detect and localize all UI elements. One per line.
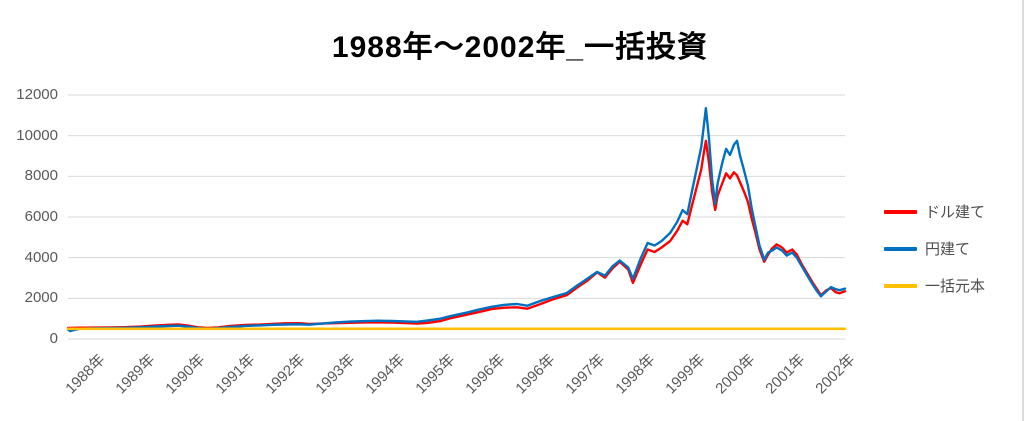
legend-item-1: 円建て — [884, 230, 985, 267]
chart-title: 1988年〜2002年_一括投資 — [331, 31, 709, 64]
legend-label: ドル建て — [925, 204, 986, 221]
legend-line-swatch — [884, 209, 917, 214]
y-axis-tick-label: 2000 — [24, 289, 58, 307]
y-axis-tick-label: 8000 — [24, 167, 58, 185]
y-axis-tick-label: 12000 — [16, 86, 58, 103]
y-axis-tick-label: 0 — [49, 330, 58, 347]
legend-line-swatch — [884, 283, 917, 288]
y-axis-tick-label: 10000 — [16, 126, 58, 144]
legend: ドル建て円建て一括元本 — [884, 193, 985, 304]
legend-item-0: ドル建て — [884, 193, 985, 230]
y-axis-tick-label: 4000 — [24, 248, 58, 266]
series-line-0 — [66, 139, 847, 330]
legend-label: 一括元本 — [925, 278, 986, 295]
legend-line-swatch — [884, 246, 917, 251]
legend-item-2: 一括元本 — [884, 267, 985, 304]
y-axis-tick-label: 6000 — [24, 208, 58, 225]
legend-label: 円建て — [925, 241, 971, 258]
series-line-1 — [66, 106, 847, 333]
